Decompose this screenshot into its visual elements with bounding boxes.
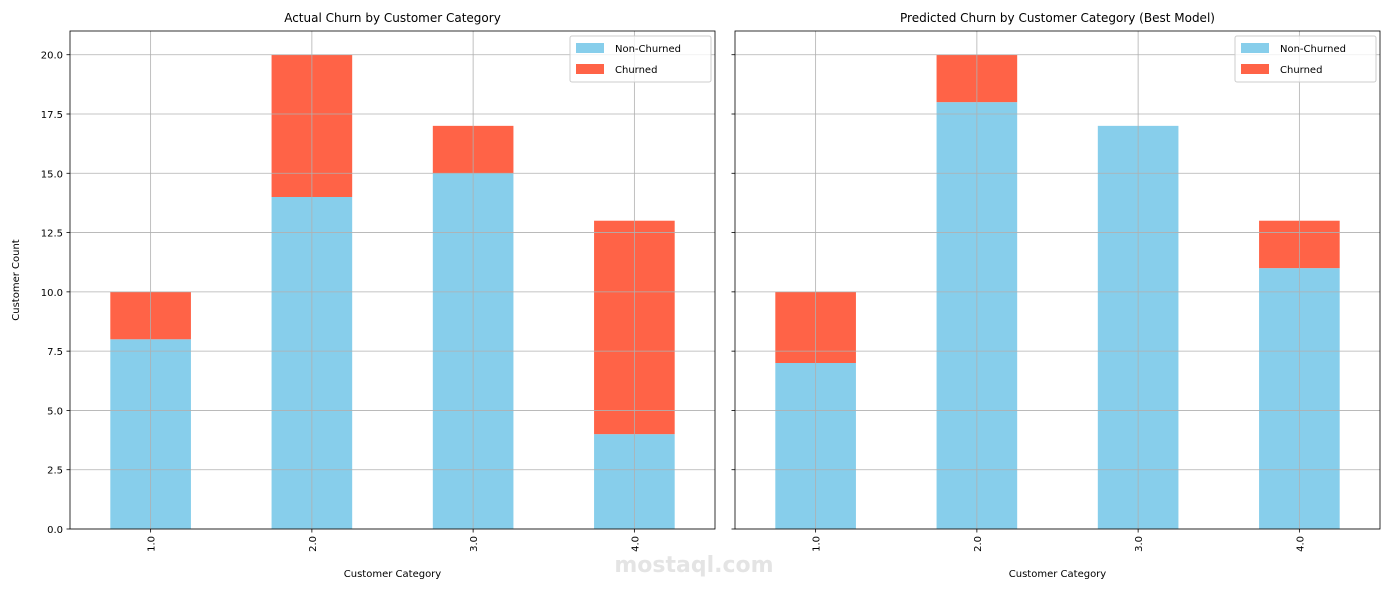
legend-swatch-churned (576, 64, 604, 74)
y-tick-label: 7.5 (47, 347, 63, 358)
x-tick-label: 2.0 (973, 536, 984, 552)
x-tick-label: 4.0 (630, 536, 641, 552)
y-tick-label: 10.0 (41, 288, 63, 299)
x-axis-label: Customer Category (344, 569, 442, 580)
y-tick-label: 20.0 (41, 51, 63, 62)
y-tick-label: 0.0 (47, 525, 63, 536)
legend-box (1234, 35, 1377, 83)
legend-label: Churned (1280, 65, 1322, 76)
legend: Non-Churned Churned (569, 35, 712, 83)
x-tick-label: 2.0 (308, 536, 319, 552)
y-tick-label: 12.5 (41, 229, 63, 240)
x-tick-label: 3.0 (1134, 536, 1145, 552)
chart-title: Predicted Churn by Customer Category (Be… (900, 11, 1215, 25)
x-tick-label: 3.0 (469, 536, 480, 552)
x-tick-label: 1.0 (812, 536, 823, 552)
x-tick-label: 1.0 (147, 536, 158, 552)
legend-box (569, 35, 712, 83)
x-axis-label: Customer Category (1009, 569, 1107, 580)
y-tick-label: 2.5 (47, 466, 63, 477)
y-tick-label: 17.5 (41, 110, 63, 121)
legend-swatch-non-churned (576, 43, 604, 53)
legend-swatch-churned (1241, 64, 1269, 74)
legend-label: Non-Churned (615, 44, 681, 55)
axes-frame (69, 30, 716, 530)
legend: Non-Churned Churned (1234, 35, 1377, 83)
watermark-logo: mostaql.com (614, 553, 773, 578)
x-tick-label: 4.0 (1295, 536, 1306, 552)
y-tick-label: 15.0 (41, 169, 63, 180)
chart-actual: 0.0 2.5 5.0 7.5 10.0 12.5 15.0 17.5 20.0 1.0 2.0 3.… (11, 11, 716, 580)
chart-title: Actual Churn by Customer Category (284, 11, 501, 25)
axes-frame (734, 30, 1381, 530)
chart-predicted: 1.0 2.0 3.0 4.0 Predicted Churn by Customer … (731, 11, 1381, 580)
legend-swatch-non-churned (1241, 43, 1269, 53)
y-tick-label: 5.0 (47, 406, 63, 417)
y-axis-label: Customer Count (11, 239, 22, 321)
legend-label: Churned (615, 65, 657, 76)
legend-label: Non-Churned (1280, 44, 1346, 55)
